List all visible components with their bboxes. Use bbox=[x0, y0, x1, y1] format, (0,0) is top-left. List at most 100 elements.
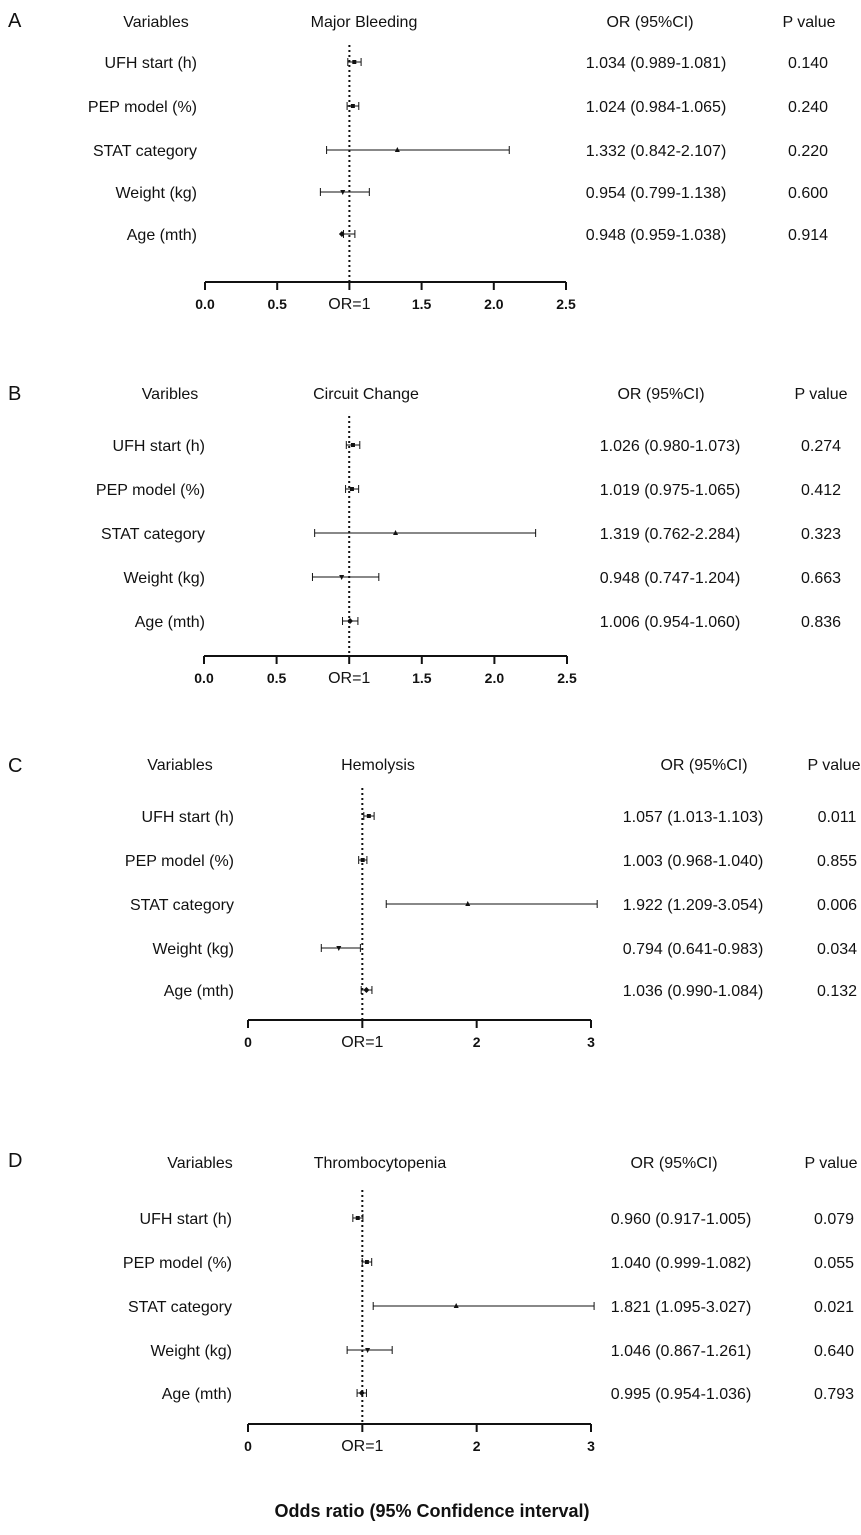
point-estimate bbox=[394, 147, 400, 152]
row-p-value: 0.079 bbox=[814, 1211, 854, 1228]
x-tick-label: OR=1 bbox=[328, 670, 370, 687]
row-variable-label: Weight (kg) bbox=[152, 941, 234, 958]
row-variable-label: UFH start (h) bbox=[142, 809, 234, 826]
point-estimate bbox=[347, 618, 354, 624]
panel-label: B bbox=[8, 383, 21, 405]
row-variable-label: UFH start (h) bbox=[113, 438, 205, 455]
row-variable-label: STAT category bbox=[101, 526, 205, 543]
row-or-ci-text: 1.040 (0.999-1.082) bbox=[611, 1255, 752, 1272]
row-p-value: 0.855 bbox=[817, 853, 857, 870]
x-tick-label: 0.0 bbox=[195, 296, 215, 312]
point-estimate bbox=[364, 1260, 369, 1264]
header-p-value: P value bbox=[794, 386, 847, 403]
row-variable-label: Weight (kg) bbox=[150, 1343, 232, 1360]
point-estimate bbox=[352, 60, 357, 64]
header-p-value: P value bbox=[807, 757, 860, 774]
header-variables: Variables bbox=[123, 14, 189, 31]
panel-label: D bbox=[8, 1150, 22, 1172]
header-or-ci: OR (95%CI) bbox=[630, 1155, 717, 1172]
x-tick-label: 1.5 bbox=[412, 296, 432, 312]
point-estimate bbox=[363, 987, 370, 993]
row-variable-label: PEP model (%) bbox=[125, 853, 234, 870]
point-estimate bbox=[349, 487, 354, 491]
row-or-ci-text: 1.003 (0.968-1.040) bbox=[623, 853, 764, 870]
point-estimate bbox=[365, 1348, 371, 1353]
panel-label: A bbox=[8, 10, 22, 32]
row-or-ci-text: 0.794 (0.641-0.983) bbox=[623, 941, 764, 958]
x-tick-label: 2.5 bbox=[557, 670, 577, 686]
point-estimate bbox=[366, 814, 371, 818]
header-p-value: P value bbox=[782, 14, 835, 31]
header-variables: Variables bbox=[167, 1155, 233, 1172]
header-outcome: Circuit Change bbox=[313, 386, 419, 403]
point-estimate bbox=[336, 946, 342, 951]
point-estimate bbox=[350, 104, 355, 108]
row-p-value: 0.663 bbox=[801, 570, 841, 587]
point-estimate bbox=[339, 575, 345, 580]
point-estimate bbox=[355, 1216, 360, 1220]
row-or-ci-text: 0.948 (0.747-1.204) bbox=[600, 570, 741, 587]
x-tick-label: 2.0 bbox=[485, 670, 505, 686]
x-tick-label: OR=1 bbox=[341, 1438, 383, 1455]
header-outcome: Major Bleeding bbox=[311, 14, 418, 31]
row-p-value: 0.793 bbox=[814, 1386, 854, 1403]
row-p-value: 0.914 bbox=[788, 227, 828, 244]
x-tick-label: 1.5 bbox=[412, 670, 432, 686]
row-or-ci-text: 1.019 (0.975-1.065) bbox=[600, 482, 741, 499]
row-or-ci-text: 0.948 (0.959-1.038) bbox=[586, 227, 727, 244]
row-p-value: 0.220 bbox=[788, 143, 828, 160]
row-p-value: 0.600 bbox=[788, 185, 828, 202]
point-estimate bbox=[453, 1303, 459, 1308]
row-or-ci-text: 1.036 (0.990-1.084) bbox=[623, 983, 764, 1000]
row-p-value: 0.412 bbox=[801, 482, 841, 499]
row-p-value: 0.011 bbox=[818, 809, 857, 826]
header-variables: Variables bbox=[147, 757, 213, 774]
point-estimate bbox=[340, 190, 346, 195]
x-tick-label: 3 bbox=[587, 1438, 595, 1454]
row-variable-label: Weight (kg) bbox=[115, 185, 197, 202]
row-variable-label: STAT category bbox=[93, 143, 197, 160]
x-tick-label: 0 bbox=[244, 1438, 252, 1454]
header-outcome: Hemolysis bbox=[341, 757, 415, 774]
row-or-ci-text: 1.332 (0.842-2.107) bbox=[586, 143, 727, 160]
x-tick-label: 0.5 bbox=[267, 296, 287, 312]
x-tick-label: OR=1 bbox=[328, 296, 370, 313]
row-variable-label: Age (mth) bbox=[162, 1386, 232, 1403]
row-p-value: 0.836 bbox=[801, 614, 841, 631]
row-variable-label: STAT category bbox=[128, 1299, 232, 1316]
row-or-ci-text: 1.026 (0.980-1.073) bbox=[600, 438, 741, 455]
x-tick-label: 2.0 bbox=[484, 296, 504, 312]
header-variables: Varibles bbox=[142, 386, 199, 403]
row-p-value: 0.323 bbox=[801, 526, 841, 543]
row-p-value: 0.140 bbox=[788, 55, 828, 72]
row-or-ci-text: 1.821 (1.095-3.027) bbox=[611, 1299, 752, 1316]
x-tick-label: 2.5 bbox=[556, 296, 576, 312]
row-variable-label: UFH start (h) bbox=[105, 55, 197, 72]
point-estimate bbox=[338, 231, 345, 237]
header-or-ci: OR (95%CI) bbox=[660, 757, 747, 774]
row-p-value: 0.034 bbox=[817, 941, 857, 958]
point-estimate bbox=[350, 443, 355, 447]
row-or-ci-text: 0.960 (0.917-1.005) bbox=[611, 1211, 752, 1228]
row-p-value: 0.640 bbox=[814, 1343, 854, 1360]
x-tick-label: OR=1 bbox=[341, 1034, 383, 1051]
header-p-value: P value bbox=[804, 1155, 857, 1172]
x-tick-label: 0 bbox=[244, 1034, 252, 1050]
row-or-ci-text: 1.057 (1.013-1.103) bbox=[623, 809, 764, 826]
row-p-value: 0.055 bbox=[814, 1255, 854, 1272]
point-estimate bbox=[393, 530, 399, 535]
row-or-ci-text: 1.024 (0.984-1.065) bbox=[586, 99, 727, 116]
row-or-ci-text: 1.922 (1.209-3.054) bbox=[623, 897, 764, 914]
row-p-value: 0.006 bbox=[817, 897, 857, 914]
row-p-value: 0.021 bbox=[814, 1299, 854, 1316]
header-outcome: Thrombocytopenia bbox=[314, 1155, 447, 1172]
row-p-value: 0.274 bbox=[801, 438, 841, 455]
row-p-value: 0.132 bbox=[817, 983, 857, 1000]
x-tick-label: 2 bbox=[473, 1034, 481, 1050]
row-or-ci-text: 1.034 (0.989-1.081) bbox=[586, 55, 727, 72]
row-p-value: 0.240 bbox=[788, 99, 828, 116]
row-variable-label: PEP model (%) bbox=[123, 1255, 232, 1272]
point-estimate bbox=[465, 901, 471, 906]
row-variable-label: UFH start (h) bbox=[140, 1211, 232, 1228]
row-or-ci-text: 1.046 (0.867-1.261) bbox=[611, 1343, 752, 1360]
